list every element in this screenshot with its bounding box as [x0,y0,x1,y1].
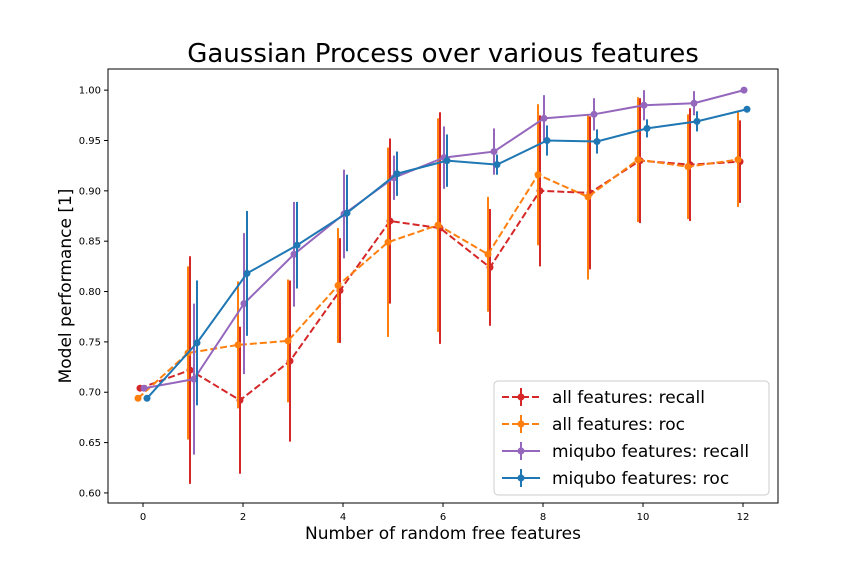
data-point [443,157,451,165]
legend: all features: recall all features: roc miq… [493,380,770,496]
data-point [343,209,351,217]
data-point [743,105,751,113]
x-tick-label: 2 [240,512,246,523]
data-point [534,171,542,179]
data-point [290,250,298,258]
y-tick-label: 0.60 [79,488,101,499]
data-point [590,110,598,118]
data-point [134,394,142,402]
data-point [143,394,151,402]
data-point [684,163,692,171]
y-tick-label: 0.90 [79,186,101,197]
x-tick-label: 12 [737,512,750,523]
data-point [734,156,742,164]
data-point [190,375,198,383]
plot-area [134,86,751,484]
legend-marker [517,393,525,401]
data-point [140,384,148,392]
x-tick-label: 10 [637,512,650,523]
data-point [693,117,701,125]
data-point [584,193,592,201]
legend-marker [517,420,525,428]
data-point [243,269,251,277]
legend-label: miqubo features: roc [552,469,729,489]
x-axis: 0 2 4 6 8 10 12 [140,503,750,523]
data-point [234,341,242,349]
data-point [634,156,642,164]
data-point [690,99,698,107]
data-point [334,281,342,289]
y-tick-label: 0.65 [79,438,101,449]
data-point [543,136,551,144]
y-axis: 0.60 0.65 0.70 0.75 0.80 0.85 0.90 0.95 1.00 [79,86,108,499]
y-tick-label: 0.85 [79,237,101,248]
legend-marker [517,474,525,482]
legend-label: miqubo features: recall [552,442,749,462]
data-point [393,170,401,178]
legend-label: all features: recall [552,388,705,408]
data-point [193,339,201,347]
x-axis-label: Number of random free features [305,524,581,544]
data-point [293,241,301,249]
data-point [284,337,292,345]
x-tick-label: 4 [340,512,346,523]
data-point [593,138,601,146]
legend-marker [517,447,525,455]
y-tick-label: 0.75 [79,337,101,348]
data-point [640,101,648,109]
data-point [490,148,498,156]
chart-title: Gaussian Process over various features [187,39,699,69]
data-point [484,250,492,258]
y-axis-label: Model performance [1] [56,189,76,384]
x-tick-label: 6 [440,512,446,523]
data-point [493,161,501,169]
legend-label: all features: roc [552,415,685,435]
data-point [384,238,392,246]
series-4 [143,105,751,406]
y-tick-label: 0.70 [79,388,101,399]
y-tick-label: 0.95 [79,136,101,147]
series-3 [140,86,748,455]
x-tick-label: 0 [140,512,146,523]
legend-box [493,380,770,496]
series-2 [134,97,742,440]
data-point [740,86,748,94]
data-point [240,300,248,308]
data-point [434,221,442,229]
y-tick-label: 0.80 [79,287,101,298]
x-tick-label: 8 [540,512,546,523]
data-point [540,114,548,122]
y-tick-label: 1.00 [79,86,101,97]
data-point [643,124,651,132]
